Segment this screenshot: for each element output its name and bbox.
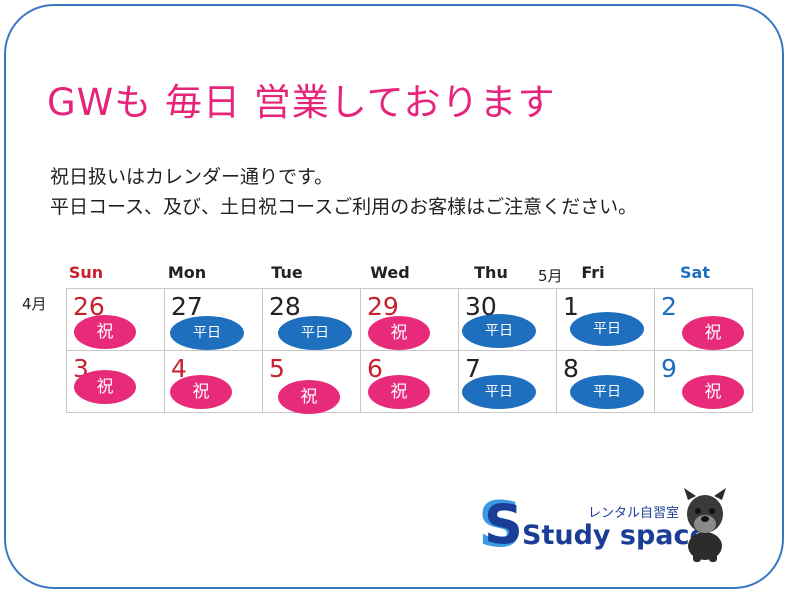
day-number: 4 [171,354,187,383]
notice-line-1: 祝日扱いはカレンダー通りです。 [50,166,334,188]
weekday-label-sun: Sun [68,263,104,282]
weekday-label-tue: Tue [271,263,303,282]
calendar-day-cell: 1 平日 [556,288,654,349]
weekday-label-sat: Sat [680,263,710,282]
weekday-badge: 平日 [170,316,244,350]
calendar-day-cell: 30 平日 [458,288,556,349]
holiday-badge: 祝 [682,375,744,409]
calendar-grid: 26 祝 27 平日 28 平日 29 祝 30 平日 1 平日 2 祝 3 祝 4 祝 5 祝 6 祝 7 平日 8 平日 9 祝 [66,288,753,414]
day-number: 6 [367,354,383,383]
day-number: 8 [563,354,579,383]
weekday-label-wed: Wed [370,263,410,282]
day-number: 29 [367,292,399,321]
holiday-badge: 祝 [74,370,136,404]
logo-s-shadow: S [478,488,523,561]
day-number: 9 [661,354,677,383]
notice-line-2: 平日コース、及び、土日祝コースご利用のお客様はご注意ください。 [50,196,638,218]
day-number: 5 [269,354,285,383]
weekday-badge: 平日 [278,316,352,350]
weekday-label-thu: Thu [474,263,508,282]
calendar-day-cell: 7 平日 [458,350,556,411]
holiday-badge: 祝 [170,375,232,409]
holiday-badge: 祝 [682,316,744,350]
holiday-badge: 祝 [368,375,430,409]
logo-s-mark: S [484,493,523,556]
brand-name: Study space [522,520,708,551]
grid-line-horizontal [66,288,752,289]
rounded-frame [4,4,784,589]
grid-line-horizontal [66,412,752,413]
calendar-day-cell: 26 祝 [66,288,164,349]
weekday-label-fri: Fri [581,263,605,282]
weekday-badge: 平日 [570,375,644,409]
brand-tagline: レンタル自習室 [588,506,680,521]
month-label-may: 5月 [538,267,563,285]
day-number: 26 [73,292,105,321]
weekday-badge: 平日 [570,312,644,346]
calendar-day-cell: 8 平日 [556,350,654,411]
holiday-badge: 祝 [74,315,136,349]
weekday-badge: 平日 [462,375,536,409]
grid-line-horizontal [66,350,752,351]
holiday-badge: 祝 [278,380,340,414]
day-number: 7 [465,354,481,383]
day-number: 28 [269,292,301,321]
calendar-day-cell: 28 平日 [262,288,360,350]
holiday-badge: 祝 [368,316,430,350]
page-title: GWも 毎日 営業しております [47,81,556,124]
weekday-label-mon: Mon [167,263,207,282]
day-number: 1 [563,292,579,321]
month-label-april: 4月 [22,295,47,313]
dog-mascot-icon [684,488,726,562]
study-space-logo: S S レンタル自習室 Study space [478,484,738,564]
weekday-badge: 平日 [462,314,536,348]
day-number: 2 [661,292,677,321]
calendar-day-cell: 29 祝 [360,288,458,350]
day-number: 27 [171,292,203,321]
grid-line-vertical [752,288,753,412]
calendar-day-cell: 27 平日 [164,288,262,350]
